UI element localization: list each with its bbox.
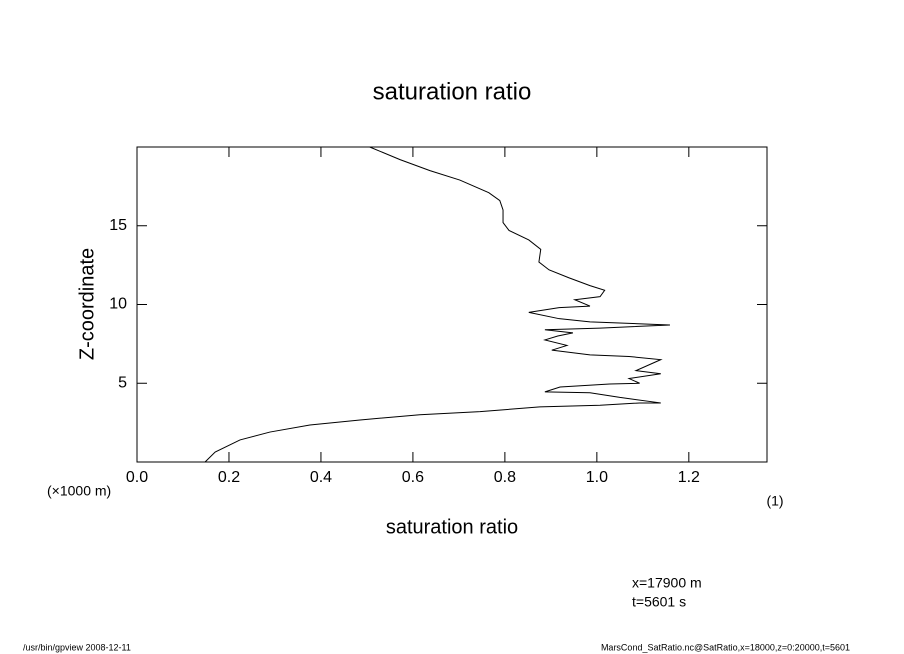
y-axis-label: Z-coordinate	[76, 248, 98, 360]
plot-frame	[136, 146, 768, 463]
y-tick-label: 10	[109, 296, 127, 313]
annotation: t=5601 s	[632, 594, 686, 610]
x-tick-label: 0.2	[218, 469, 240, 486]
x-axis-unit: (1)	[766, 493, 783, 509]
x-tick-label: 0.0	[126, 469, 148, 486]
annotation: x=17900 m	[632, 575, 702, 591]
y-tick-label: 5	[118, 374, 127, 391]
chart-title: saturation ratio	[373, 78, 532, 105]
footer: /usr/bin/gpview 2008-12-11	[23, 642, 131, 652]
y-axis-unit: (×1000 m)	[47, 483, 111, 499]
data-line	[204, 146, 670, 463]
x-tick-label: 0.8	[494, 469, 516, 486]
y-tick-label: 15	[109, 217, 127, 234]
x-axis-label: saturation ratio	[386, 516, 518, 538]
footer: MarsCond_SatRatio.nc@SatRatio,x=18000,z=…	[601, 642, 850, 652]
x-tick-label: 1.0	[586, 469, 608, 486]
x-tick-label: 0.4	[310, 469, 332, 486]
x-tick-label: 1.2	[678, 469, 700, 486]
x-tick-label: 0.6	[402, 469, 424, 486]
